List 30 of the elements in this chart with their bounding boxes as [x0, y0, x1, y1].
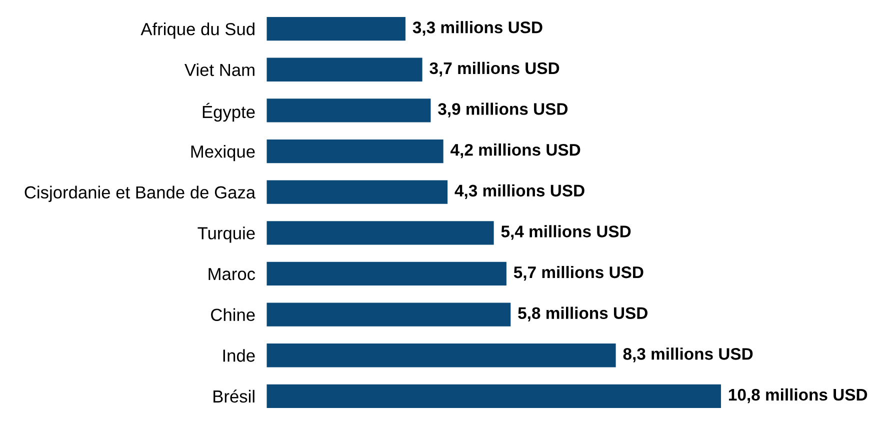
y-tick-label: Afrique du Sud: [140, 22, 254, 39]
y-tick-label: Chine: [211, 308, 255, 322]
bar: [266, 344, 616, 368]
bar: [266, 16, 406, 41]
data-label: 5,7 millions USD: [514, 266, 644, 281]
data-label: 3,7 millions USD: [430, 62, 560, 77]
y-tick-label: Turquie: [198, 226, 255, 243]
bar: [266, 384, 721, 408]
data-label: 3,3 millions USD: [412, 21, 542, 36]
y-tick-label: Inde: [223, 349, 255, 362]
bar: [266, 58, 422, 82]
y-tick-label: Égypte: [202, 102, 255, 122]
data-label: 4,3 millions USD: [454, 184, 584, 199]
data-label: 10,8 millions USD: [728, 388, 868, 404]
data-label: 5,4 millions USD: [501, 225, 631, 240]
data-label: 4,2 millions USD: [450, 144, 580, 158]
bar: [266, 139, 444, 164]
y-tick-label: Maroc: [208, 268, 256, 280]
y-tick-label: Brésil: [214, 390, 254, 403]
y-tick-label: Mexique: [191, 144, 255, 162]
bar: [266, 262, 506, 286]
y-tick-label: Cisjordanie et Bande de Gaza: [24, 186, 256, 202]
bar: [266, 180, 448, 204]
bar: [266, 98, 431, 122]
data-label: 3,9 millions USD: [438, 102, 568, 118]
data-label: 5,8 millions USD: [518, 306, 648, 322]
y-tick-label: Viet Nam: [184, 63, 254, 76]
data-label: 8,3 millions USD: [623, 348, 753, 362]
bar: [266, 221, 494, 245]
bar: [266, 302, 511, 326]
